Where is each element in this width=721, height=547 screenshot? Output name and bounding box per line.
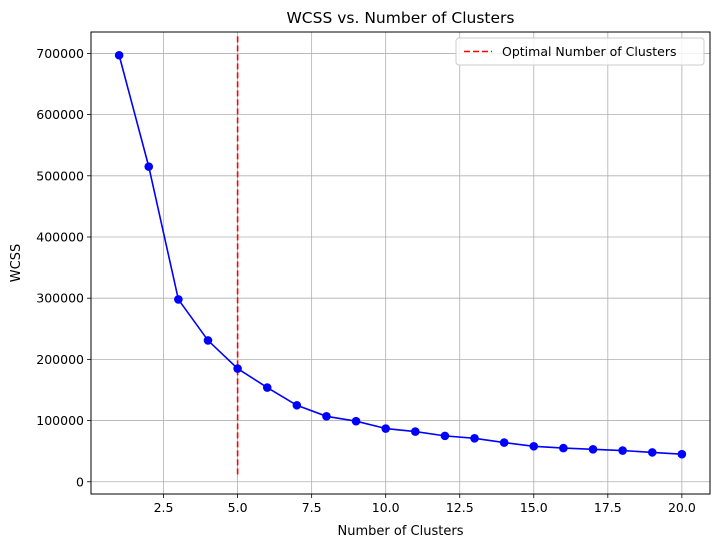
wcss-line bbox=[118, 55, 682, 456]
y-tick-label: 600000 bbox=[36, 107, 84, 122]
x-tick-label: 17.5 bbox=[594, 500, 622, 515]
x-tick-label: 15.0 bbox=[520, 500, 548, 515]
y-tick-label: 300000 bbox=[36, 291, 84, 306]
x-tick-label: 20.0 bbox=[668, 500, 696, 515]
wcss-point bbox=[529, 441, 539, 451]
y-tick-label: 400000 bbox=[36, 229, 84, 244]
wcss-point bbox=[262, 383, 272, 392]
wcss-point bbox=[499, 438, 509, 447]
wcss-point bbox=[677, 449, 687, 459]
wcss-point bbox=[618, 446, 627, 455]
wcss-point bbox=[114, 50, 124, 60]
x-axis-ticks: 2.5 5.0 7.5 10.0 12.5 15.0 17.5 20.0 bbox=[154, 494, 696, 515]
wcss-point bbox=[233, 364, 242, 373]
wcss-point bbox=[559, 443, 568, 453]
legend: Optimal Number of Clusters bbox=[455, 37, 705, 66]
grid-lines bbox=[91, 32, 710, 494]
x-tick-label: 2.5 bbox=[154, 500, 174, 515]
wcss-point bbox=[174, 295, 183, 304]
data-series bbox=[114, 50, 687, 459]
x-tick-label: 12.5 bbox=[446, 500, 474, 515]
x-axis-title: Number of Clusters bbox=[338, 524, 464, 539]
wcss-point bbox=[588, 445, 598, 454]
legend-label: Optimal Number of Clusters bbox=[502, 44, 677, 59]
y-tick-label: 100000 bbox=[36, 413, 84, 428]
x-tick-label: 7.5 bbox=[302, 500, 322, 515]
wcss-point bbox=[381, 424, 390, 433]
y-tick-label: 200000 bbox=[36, 352, 84, 367]
wcss-point bbox=[322, 411, 331, 421]
x-tick-label: 10.0 bbox=[372, 500, 400, 515]
wcss-point bbox=[203, 336, 213, 345]
wcss-point bbox=[440, 431, 450, 441]
y-axis-ticks: 0 100000 200000 300000 400000 500000 600000 700… bbox=[36, 46, 91, 489]
y-tick-label: 0 bbox=[76, 474, 84, 489]
wcss-point bbox=[144, 162, 154, 171]
wcss-point bbox=[351, 416, 361, 426]
chart-title: WCSS vs. Number of Clusters bbox=[286, 9, 514, 27]
plot-frame bbox=[90, 31, 711, 495]
x-tick-label: 5.0 bbox=[228, 500, 248, 515]
y-axis-title: WCSS bbox=[9, 244, 24, 282]
y-tick-label: 500000 bbox=[36, 168, 84, 183]
wcss-point bbox=[411, 427, 420, 436]
legend-box bbox=[455, 37, 705, 66]
y-tick-label: 700000 bbox=[36, 46, 84, 61]
wcss-point bbox=[292, 400, 302, 410]
wcss-point bbox=[470, 434, 479, 443]
wcss-point bbox=[647, 448, 657, 457]
